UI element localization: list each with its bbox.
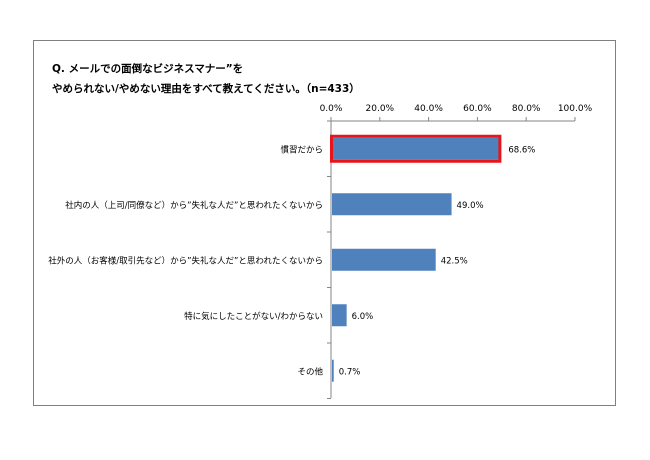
category-label: 慣習だから: [280, 144, 323, 155]
value-label: 0.7%: [339, 367, 361, 377]
category-label: 社外の人（お客様/取引先など）から”失礼な人だ”と思われたくないから: [48, 255, 323, 266]
value-label: 49.0%: [457, 201, 484, 211]
x-tick-label: 0.0%: [320, 104, 343, 114]
x-tick-label: 20.0%: [366, 104, 395, 114]
highlight-outline: [330, 134, 502, 163]
bar: [332, 359, 334, 382]
x-tick-label: 40.0%: [414, 104, 443, 114]
x-tick-label: 60.0%: [463, 104, 492, 114]
value-label: 42.5%: [441, 256, 468, 266]
x-tick-label: 80.0%: [512, 104, 541, 114]
bar: [332, 248, 436, 271]
x-tick-label: 100.0%: [558, 104, 593, 114]
chart-title-line2: やめられない/やめない理由をすべて教えてください。（n=433）: [52, 83, 360, 95]
chart-frame: Q. メールでの面倒なビジネスマナー”を やめられない/やめない理由をすべて教え…: [33, 40, 616, 406]
category-label: 社内の人（上司/同僚など）から”失礼な人だ”と思われたくないから: [65, 200, 323, 211]
chart-title-line1: Q. メールでの面倒なビジネスマナー”を: [52, 63, 244, 75]
bar: [332, 137, 500, 160]
bar: [332, 193, 452, 216]
category-label: 特に気にしたことがない/わからない: [184, 311, 323, 322]
value-label: 6.0%: [352, 312, 374, 322]
value-label: 68.6%: [508, 145, 535, 155]
category-label: その他: [297, 366, 323, 377]
bar: [332, 304, 347, 327]
